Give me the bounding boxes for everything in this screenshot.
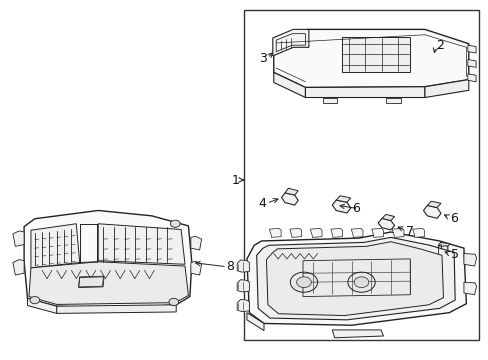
Polygon shape <box>13 231 24 246</box>
Polygon shape <box>427 201 440 208</box>
Polygon shape <box>246 232 466 325</box>
Polygon shape <box>424 80 468 98</box>
Polygon shape <box>24 211 191 309</box>
Text: 1: 1 <box>231 174 239 186</box>
Text: 2: 2 <box>435 39 443 52</box>
Circle shape <box>30 297 40 304</box>
Polygon shape <box>441 244 447 257</box>
Circle shape <box>168 298 178 306</box>
Polygon shape <box>272 30 308 56</box>
Polygon shape <box>391 228 403 237</box>
Polygon shape <box>350 228 362 237</box>
Polygon shape <box>273 30 468 87</box>
Polygon shape <box>331 200 350 213</box>
Polygon shape <box>467 45 475 53</box>
Polygon shape <box>246 313 264 330</box>
Circle shape <box>170 220 180 227</box>
Polygon shape <box>79 277 104 288</box>
Polygon shape <box>237 300 249 312</box>
Polygon shape <box>29 262 188 305</box>
Polygon shape <box>371 228 383 237</box>
Polygon shape <box>467 59 475 67</box>
Text: 5: 5 <box>450 248 458 261</box>
Polygon shape <box>273 72 305 98</box>
Polygon shape <box>285 188 298 195</box>
Text: 4: 4 <box>258 197 265 210</box>
Polygon shape <box>269 228 281 237</box>
Text: 8: 8 <box>225 260 233 273</box>
Polygon shape <box>289 228 301 237</box>
Polygon shape <box>385 98 400 103</box>
Polygon shape <box>322 98 336 103</box>
Polygon shape <box>423 206 440 219</box>
Circle shape <box>347 272 374 292</box>
Circle shape <box>290 272 317 292</box>
Text: 7: 7 <box>406 225 413 238</box>
Circle shape <box>353 277 368 288</box>
Polygon shape <box>31 224 80 268</box>
Polygon shape <box>437 242 449 246</box>
Polygon shape <box>331 330 383 338</box>
Text: 6: 6 <box>351 202 359 215</box>
Polygon shape <box>330 228 342 237</box>
Polygon shape <box>381 215 394 221</box>
Polygon shape <box>412 228 424 237</box>
Polygon shape <box>27 298 57 314</box>
Polygon shape <box>377 219 394 230</box>
Circle shape <box>296 277 311 288</box>
Polygon shape <box>341 37 409 72</box>
Polygon shape <box>281 193 298 205</box>
Polygon shape <box>190 236 201 250</box>
Polygon shape <box>463 282 476 295</box>
Bar <box>244 10 478 339</box>
Polygon shape <box>57 305 176 314</box>
Polygon shape <box>256 237 454 320</box>
Polygon shape <box>190 261 201 275</box>
Text: 6: 6 <box>449 212 457 225</box>
Polygon shape <box>463 253 476 266</box>
Polygon shape <box>305 87 424 98</box>
Polygon shape <box>13 260 24 275</box>
Polygon shape <box>237 260 249 272</box>
Polygon shape <box>335 196 350 202</box>
Polygon shape <box>266 242 443 316</box>
Polygon shape <box>467 74 475 82</box>
Polygon shape <box>237 280 249 292</box>
Polygon shape <box>310 228 322 237</box>
Polygon shape <box>98 224 184 264</box>
Text: 3: 3 <box>259 51 266 64</box>
